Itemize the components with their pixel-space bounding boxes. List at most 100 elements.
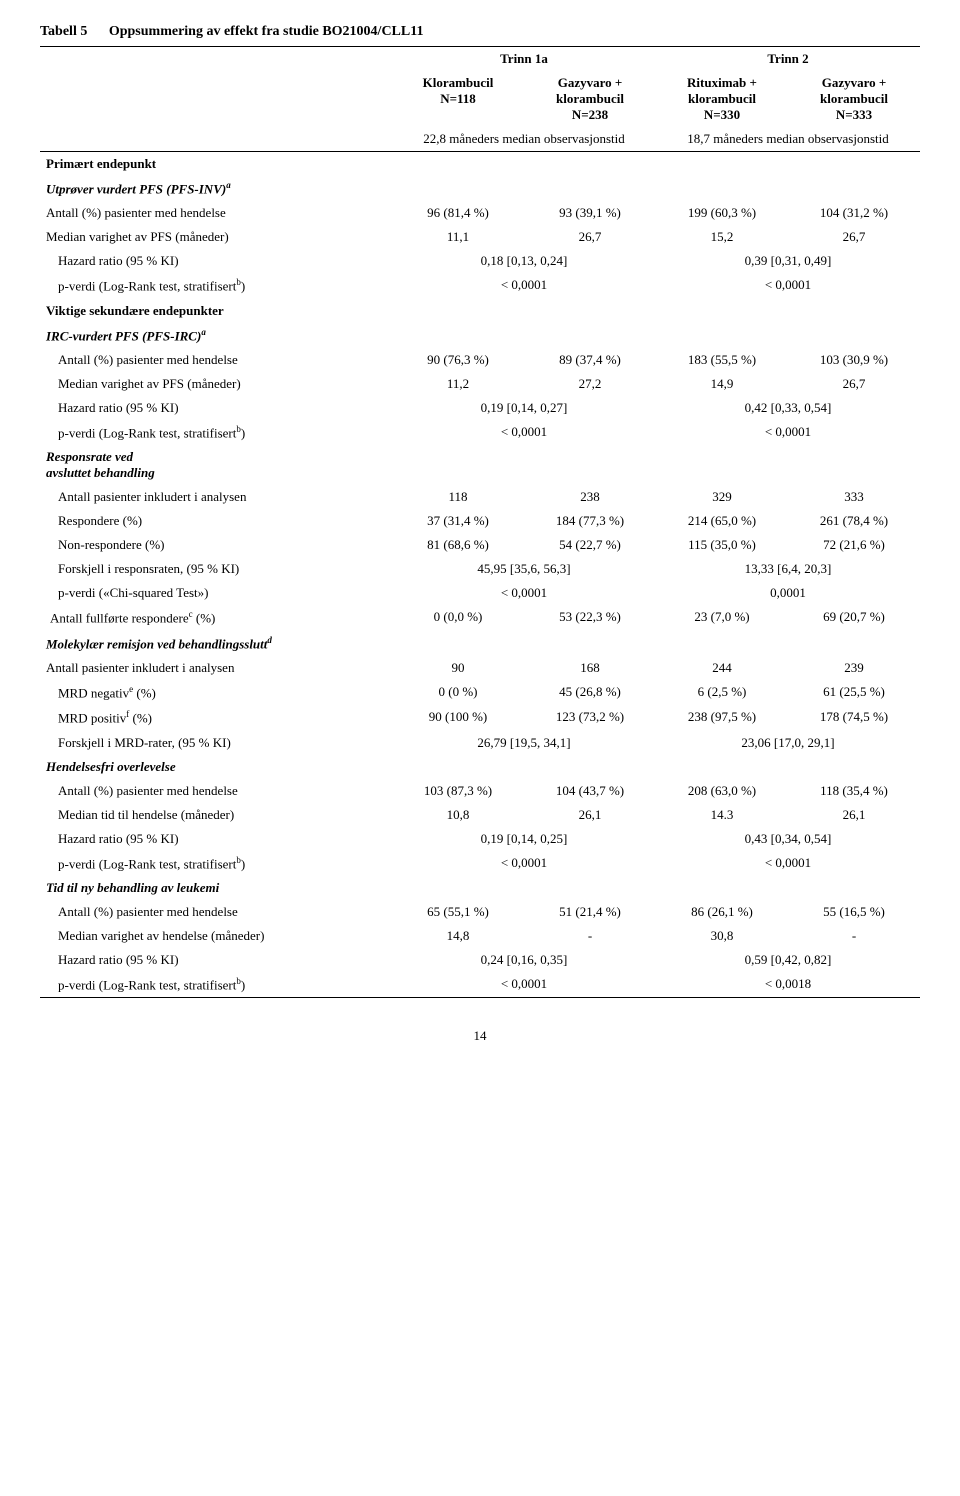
header-trinn1a: Trinn 1a — [392, 47, 656, 72]
row-label: p-verdi (Log-Rank test, stratifisertb) — [40, 851, 392, 876]
table-cell: 168 — [524, 656, 656, 680]
table-cell: 96 (81,4 %) — [392, 201, 524, 225]
table-cell: 0,42 [0,33, 0,54] — [656, 396, 920, 420]
table-cell: 61 (25,5 %) — [788, 680, 920, 705]
table-caption: Oppsummering av effekt fra studie BO2100… — [109, 24, 424, 39]
table-cell: 55 (16,5 %) — [788, 900, 920, 924]
table-cell: 51 (21,4 %) — [524, 900, 656, 924]
table-cell: 10,8 — [392, 803, 524, 827]
table-cell: 15,2 — [656, 225, 788, 249]
row-label: Median varighet av PFS (måneder) — [40, 372, 392, 396]
table-row: Forskjell i responsraten, (95 % KI) 45,9… — [40, 557, 920, 581]
table-cell: 0,18 [0,13, 0,24] — [392, 249, 656, 273]
table-cell: - — [788, 924, 920, 948]
table-cell: 118 (35,4 %) — [788, 779, 920, 803]
row-label: Antall (%) pasienter med hendelse — [40, 779, 392, 803]
table-cell: < 0,0001 — [656, 851, 920, 876]
table-cell: 0,43 [0,34, 0,54] — [656, 827, 920, 851]
table-cell: 0,19 [0,14, 0,27] — [392, 396, 656, 420]
table-row: p-verdi (Log-Rank test, stratifisertb) <… — [40, 273, 920, 298]
table-row: Median varighet av PFS (måneder) 11,1 26… — [40, 225, 920, 249]
table-cell: 37 (31,4 %) — [392, 509, 524, 533]
table-row: Non-respondere (%) 81 (68,6 %) 54 (22,7 … — [40, 533, 920, 557]
table-cell: 0 (0,0 %) — [392, 605, 524, 630]
pfs-irc-header: IRC-vurdert PFS (PFS-IRC)a — [40, 323, 920, 348]
table-cell: 26,79 [19,5, 34,1] — [392, 731, 656, 755]
table-cell: 0,0001 — [656, 581, 920, 605]
table-row: Respondere (%) 37 (31,4 %) 184 (77,3 %) … — [40, 509, 920, 533]
pfs-inv-header: Utprøver vurdert PFS (PFS-INV)a — [40, 176, 920, 201]
table-number: Tabell 5 — [40, 24, 105, 39]
table-cell: 26,7 — [524, 225, 656, 249]
secondary-header: Viktige sekundære endepunkter — [40, 299, 920, 323]
table-row: Hazard ratio (95 % KI) 0,24 [0,16, 0,35]… — [40, 948, 920, 972]
table-cell: 199 (60,3 %) — [656, 201, 788, 225]
table-cell: 0 (0 %) — [392, 680, 524, 705]
table-cell: 72 (21,6 %) — [788, 533, 920, 557]
table-row: Hazard ratio (95 % KI) 0,19 [0,14, 0,25]… — [40, 827, 920, 851]
table-cell: 81 (68,6 %) — [392, 533, 524, 557]
header-trinn2: Trinn 2 — [656, 47, 920, 72]
row-label: p-verdi (Log-Rank test, stratifisertb) — [40, 420, 392, 445]
table-cell: 118 — [392, 485, 524, 509]
table-cell: 208 (63,0 %) — [656, 779, 788, 803]
table-cell: 184 (77,3 %) — [524, 509, 656, 533]
table-cell: 103 (30,9 %) — [788, 348, 920, 372]
table-row: Antall (%) pasienter med hendelse 96 (81… — [40, 201, 920, 225]
header-col3: Rituximab + klorambucil N=330 — [656, 71, 788, 127]
table-cell: 13,33 [6,4, 20,3] — [656, 557, 920, 581]
table-cell: 53 (22,3 %) — [524, 605, 656, 630]
table-cell: 27,2 — [524, 372, 656, 396]
row-label: Hazard ratio (95 % KI) — [40, 948, 392, 972]
table-cell: 26,7 — [788, 225, 920, 249]
table-cell: 30,8 — [656, 924, 788, 948]
table-row: Median varighet av PFS (måneder) 11,2 27… — [40, 372, 920, 396]
table-cell: 69 (20,7 %) — [788, 605, 920, 630]
row-label: Median tid til hendelse (måneder) — [40, 803, 392, 827]
table-row: p-verdi (Log-Rank test, stratifisertb) <… — [40, 851, 920, 876]
table-cell: 0,39 [0,31, 0,49] — [656, 249, 920, 273]
row-label: Antall (%) pasienter med hendelse — [40, 348, 392, 372]
table-cell: < 0,0001 — [392, 420, 656, 445]
table-cell: 26,1 — [524, 803, 656, 827]
table-cell: 333 — [788, 485, 920, 509]
header-col2: Gazyvaro + klorambucil N=238 — [524, 71, 656, 127]
table-cell: 238 (97,5 %) — [656, 705, 788, 730]
table-row: Antall pasienter inkludert i analysen 11… — [40, 485, 920, 509]
table-cell: 178 (74,5 %) — [788, 705, 920, 730]
row-label: Non-respondere (%) — [40, 533, 392, 557]
table-cell: 104 (31,2 %) — [788, 201, 920, 225]
table-row: MRD negative (%) 0 (0 %) 45 (26,8 %) 6 (… — [40, 680, 920, 705]
row-label: Antall pasienter inkludert i analysen — [40, 485, 392, 509]
header-obs1: 22,8 måneders median observasjonstid — [392, 127, 656, 152]
table-cell: 11,1 — [392, 225, 524, 249]
table-cell: 93 (39,1 %) — [524, 201, 656, 225]
summary-table: Trinn 1a Trinn 2 Klorambucil N=118 Gazyv… — [40, 46, 920, 998]
page-number: 14 — [40, 1028, 920, 1044]
table-cell: 14,9 — [656, 372, 788, 396]
table-cell: 239 — [788, 656, 920, 680]
table-cell: 23 (7,0 %) — [656, 605, 788, 630]
table-row: Antall pasienter inkludert i analysen 90… — [40, 656, 920, 680]
row-label: MRD negative (%) — [40, 680, 392, 705]
table-cell: 6 (2,5 %) — [656, 680, 788, 705]
table-row: Median tid til hendelse (måneder) 10,8 2… — [40, 803, 920, 827]
row-label: Antall pasienter inkludert i analysen — [40, 656, 392, 680]
table-cell: 89 (37,4 %) — [524, 348, 656, 372]
response-header: Responsrate ved avsluttet behandling — [40, 445, 920, 485]
table-row: Antall fullførte responderec (%) 0 (0,0 … — [40, 605, 920, 630]
table-cell: 244 — [656, 656, 788, 680]
table-cell: 90 — [392, 656, 524, 680]
table-row: p-verdi («Chi-squared Test») < 0,0001 0,… — [40, 581, 920, 605]
row-label: Hazard ratio (95 % KI) — [40, 249, 392, 273]
row-label: Antall (%) pasienter med hendelse — [40, 201, 392, 225]
table-cell: 45,95 [35,6, 56,3] — [392, 557, 656, 581]
table-cell: 238 — [524, 485, 656, 509]
table-cell: 90 (76,3 %) — [392, 348, 524, 372]
table-cell: 0,24 [0,16, 0,35] — [392, 948, 656, 972]
row-label: MRD positivf (%) — [40, 705, 392, 730]
table-cell: 123 (73,2 %) — [524, 705, 656, 730]
table-row: Antall (%) pasienter med hendelse 65 (55… — [40, 900, 920, 924]
table-title: Tabell 5 Oppsummering av effekt fra stud… — [40, 24, 920, 40]
row-label: Hazard ratio (95 % KI) — [40, 396, 392, 420]
